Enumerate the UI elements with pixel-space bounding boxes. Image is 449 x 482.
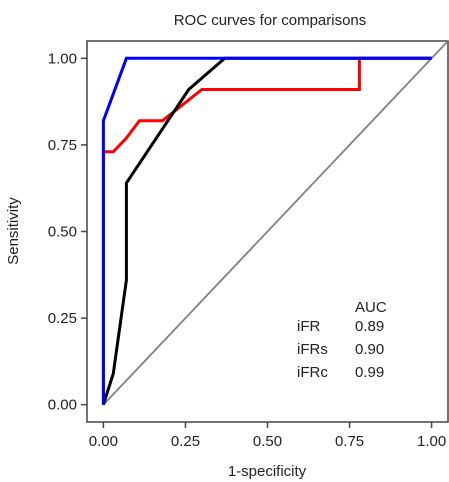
- x-axis: 0.00 0.25 0.50 0.75 1.00: [89, 422, 446, 450]
- auc-row-label: iFR: [297, 318, 320, 335]
- reference-diagonal-line: [102, 41, 448, 406]
- x-tick-label: 0.50: [253, 433, 282, 450]
- y-axis: 0.00 0.25 0.50 0.75 1.00: [48, 50, 87, 414]
- plot-area: [101, 41, 448, 406]
- x-axis-label: 1-specificity: [228, 463, 307, 480]
- auc-row-label: iFRc: [297, 364, 328, 381]
- y-tick-label: 0.25: [48, 310, 77, 327]
- series-line-blue: [101, 56, 432, 405]
- auc-row-value: 0.90: [355, 341, 384, 358]
- x-tick-label: 1.00: [417, 433, 446, 450]
- y-tick-label: 0.00: [48, 397, 77, 414]
- auc-row-value: 0.89: [355, 318, 384, 335]
- x-tick-label: 0.75: [335, 433, 364, 450]
- y-tick-label: 0.75: [48, 137, 77, 154]
- series-line-red: [101, 56, 432, 405]
- x-tick-label: 0.25: [171, 433, 200, 450]
- auc-legend-table: AUC iFR 0.89 iFRs 0.90 iFRc 0.99: [297, 299, 387, 381]
- auc-row-label: iFRs: [297, 341, 328, 358]
- y-tick-label: 1.00: [48, 50, 77, 67]
- y-axis-label: Sensitivity: [5, 197, 22, 265]
- x-tick-label: 0.00: [89, 433, 118, 450]
- y-tick-label: 0.50: [48, 224, 77, 241]
- chart-title: ROC curves for comparisons: [174, 12, 367, 29]
- auc-header: AUC: [355, 299, 387, 316]
- auc-row-value: 0.99: [355, 364, 384, 381]
